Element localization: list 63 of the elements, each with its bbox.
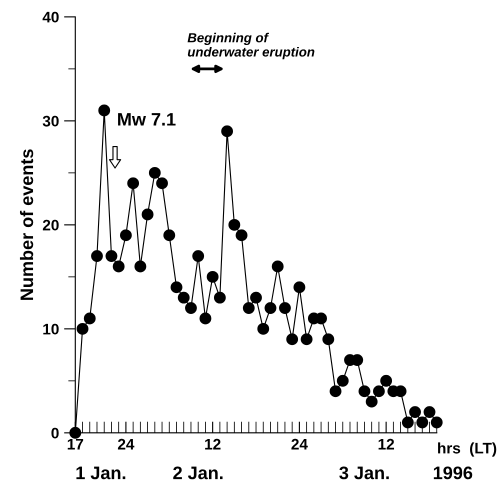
point: [330, 385, 342, 398]
point: [185, 302, 197, 314]
point: [127, 177, 140, 190]
point: [242, 302, 255, 314]
point: [264, 302, 276, 314]
point: [358, 385, 370, 398]
point: [170, 281, 182, 294]
point: [200, 312, 212, 324]
y-tick-label: 30: [42, 116, 59, 127]
y-tick-label: 20: [42, 220, 59, 231]
point: [134, 260, 146, 272]
text: 2 Jan.: [173, 466, 223, 480]
point: [272, 260, 284, 272]
point: [148, 166, 161, 179]
point: [91, 250, 103, 262]
y-axis-title: Number of events: [20, 149, 34, 300]
point: [300, 333, 313, 346]
point: [163, 229, 176, 242]
y-tick-label: 0: [51, 428, 59, 439]
point: [366, 396, 378, 408]
point: [409, 406, 421, 418]
x-tick-label: 12: [378, 438, 394, 450]
point: [279, 302, 291, 314]
y-tick-label: 10: [43, 324, 59, 335]
point: [106, 250, 118, 262]
point: [293, 281, 306, 294]
x-tick-label: 24: [291, 438, 308, 450]
point: [76, 322, 88, 335]
point: [206, 270, 219, 283]
point: [257, 322, 270, 335]
text: 3 Jan.: [339, 466, 389, 480]
point: [156, 177, 168, 190]
point: [250, 292, 262, 304]
point: [178, 292, 190, 304]
text: 1996: [434, 466, 472, 480]
point: [192, 250, 204, 262]
point: [286, 333, 298, 346]
point: [142, 208, 154, 220]
text: 1 Jan.: [76, 466, 126, 480]
point: [236, 229, 248, 242]
point: [228, 218, 240, 231]
x-axis-title: hrs (LT): [438, 442, 496, 457]
point: [322, 333, 334, 346]
point: [112, 260, 125, 272]
annotation: Mw 7.1: [118, 113, 176, 126]
point: [424, 406, 436, 418]
point: [84, 312, 96, 324]
point: [430, 416, 443, 428]
point: [221, 125, 234, 138]
x-tick-label: 12: [205, 438, 221, 450]
annotation: Beginning of underwater eruption: [188, 32, 314, 60]
point: [69, 426, 82, 439]
x-tick-label: 24: [118, 438, 134, 450]
y-tick-label: 40: [42, 12, 59, 23]
point: [214, 292, 226, 304]
point: [120, 229, 132, 242]
point: [380, 374, 392, 387]
x-tick-label: 17: [68, 438, 84, 450]
point: [402, 416, 414, 428]
point: [98, 104, 110, 116]
point: [336, 374, 349, 387]
point: [416, 416, 428, 428]
point: [373, 385, 385, 398]
